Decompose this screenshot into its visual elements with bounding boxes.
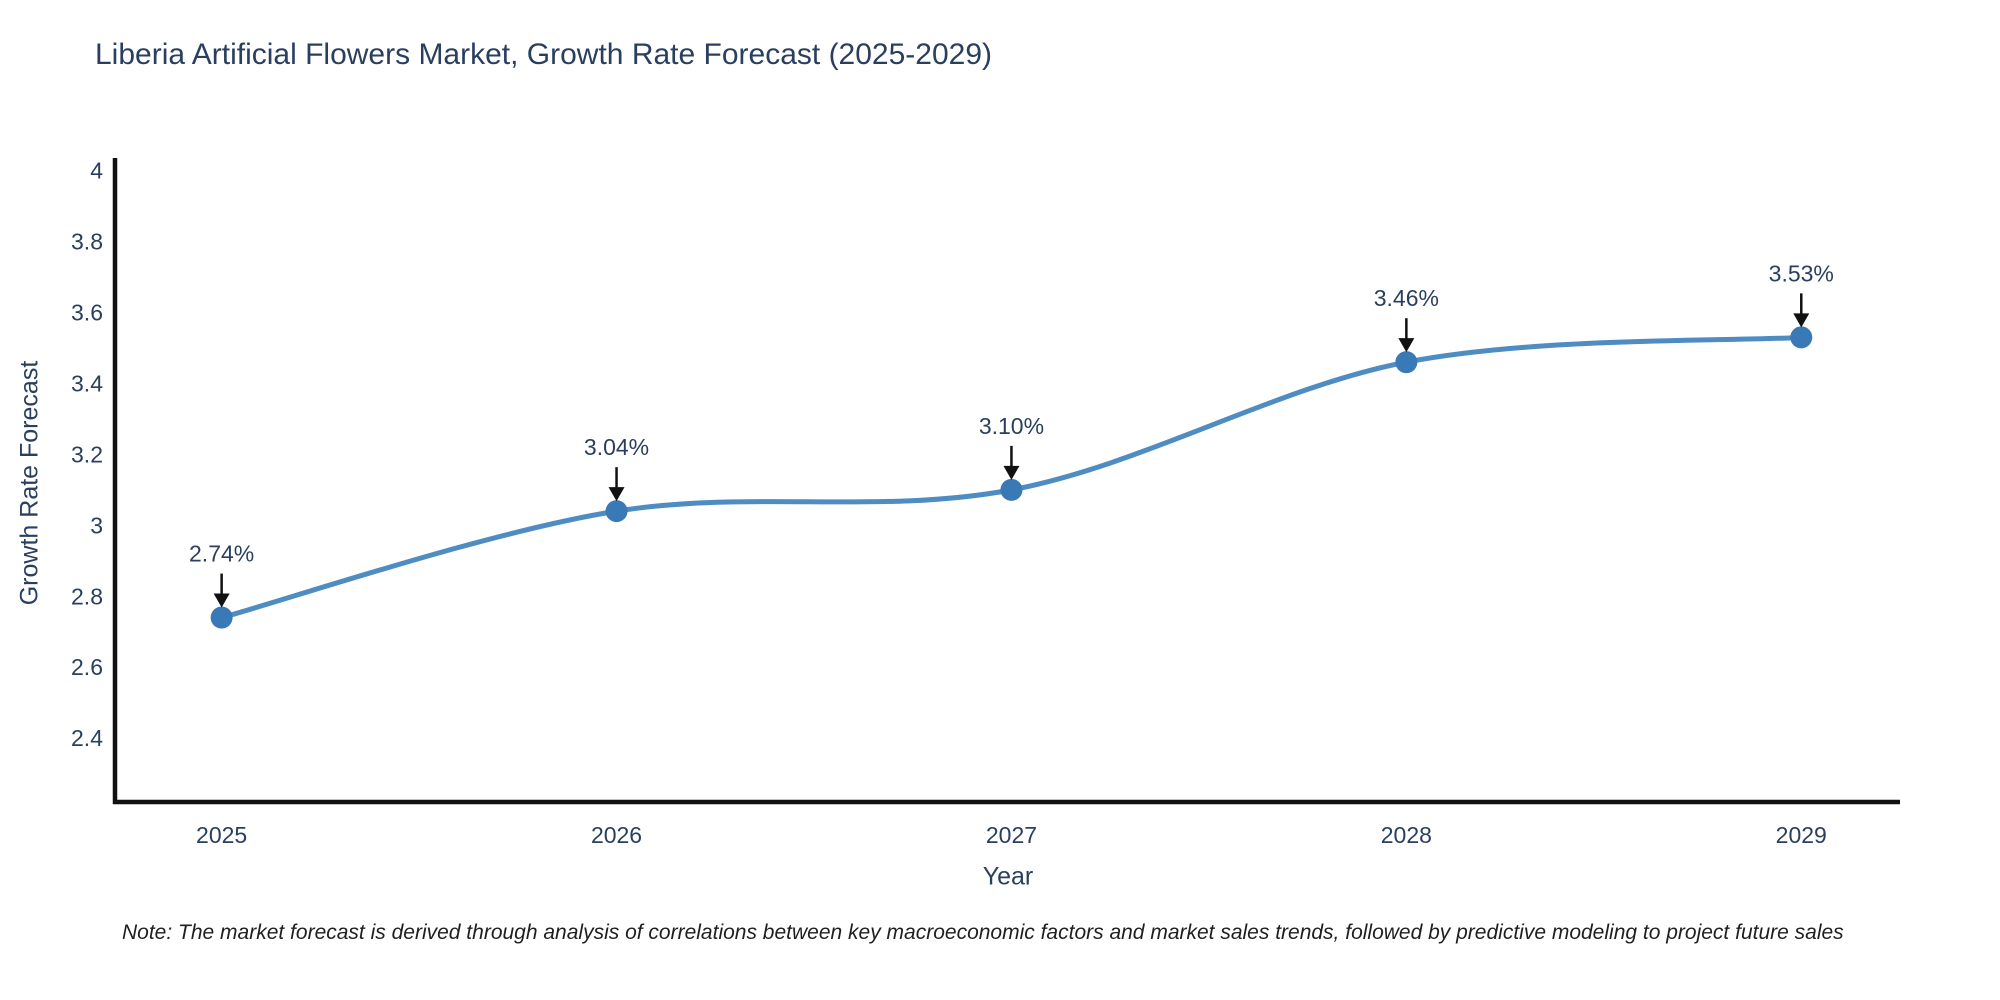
x-tick-label: 2025: [196, 822, 247, 848]
data-point-marker[interactable]: [210, 606, 233, 629]
y-tick-label: 3.6: [71, 300, 103, 326]
y-tick-label: 2.4: [71, 725, 103, 751]
annotation-arrow-head: [1793, 313, 1810, 328]
data-label: 2.74%: [189, 541, 254, 567]
annotation-arrow-head: [1398, 338, 1415, 353]
y-tick-label: 4: [90, 158, 103, 184]
data-point-marker[interactable]: [1395, 351, 1418, 374]
data-label: 3.46%: [1374, 285, 1439, 311]
y-tick-label: 2.6: [71, 654, 103, 680]
y-tick-label: 3.2: [71, 441, 103, 467]
x-tick-label: 2028: [1381, 822, 1432, 848]
x-axis-title: Year: [982, 862, 1034, 891]
data-label: 3.10%: [979, 413, 1044, 439]
y-tick-label: 3: [90, 512, 103, 538]
data-point-marker[interactable]: [1000, 478, 1023, 501]
y-axis-title: Growth Rate Forecast: [15, 360, 44, 606]
data-label: 3.04%: [584, 434, 649, 460]
chart-title: Liberia Artificial Flowers Market, Growt…: [95, 38, 993, 71]
y-tick-label: 3.4: [71, 370, 103, 396]
data-point-marker[interactable]: [1790, 326, 1813, 349]
annotation-arrow-head: [1003, 465, 1020, 480]
x-tick-label: 2026: [591, 822, 642, 848]
y-tick-label: 2.8: [71, 583, 103, 609]
data-point-marker[interactable]: [605, 500, 628, 523]
x-tick-label: 2029: [1776, 822, 1827, 848]
x-tick-label: 2027: [986, 822, 1037, 848]
data-label: 3.53%: [1769, 260, 1834, 286]
footnote: Note: The market forecast is derived thr…: [122, 921, 1844, 944]
annotation-arrow-head: [213, 593, 230, 608]
annotation-arrow-head: [608, 487, 625, 502]
y-tick-label: 3.8: [71, 229, 103, 255]
